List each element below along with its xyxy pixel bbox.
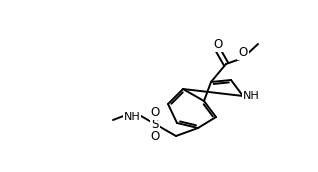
Text: O: O [238, 46, 248, 58]
Text: S: S [151, 117, 159, 131]
Text: NH: NH [124, 112, 140, 122]
Text: O: O [150, 105, 160, 119]
Text: NH: NH [243, 91, 259, 101]
Text: O: O [150, 130, 160, 142]
Text: O: O [213, 37, 223, 51]
